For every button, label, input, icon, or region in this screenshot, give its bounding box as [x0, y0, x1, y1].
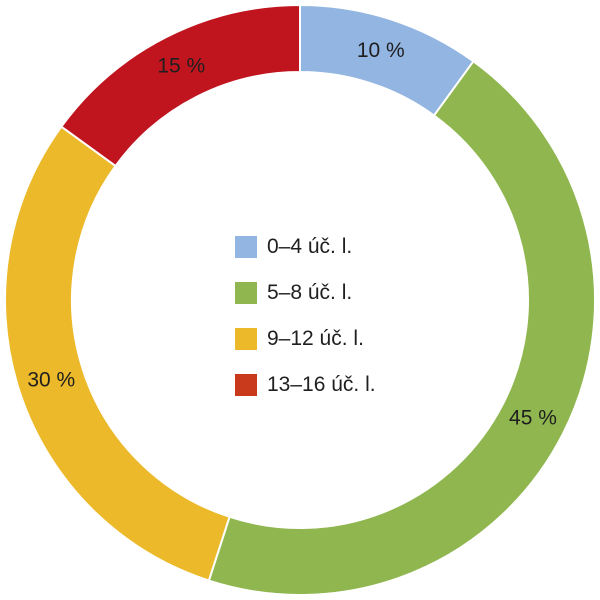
legend-label-0: 0–4 úč. l.: [267, 235, 353, 258]
legend-label-3: 13–16 úč. l.: [267, 373, 376, 396]
legend-item-1: 5–8 úč. l.: [235, 270, 376, 316]
legend-swatch-3: [235, 374, 257, 396]
legend-item-0: 0–4 úč. l.: [235, 224, 376, 270]
slice-label-0: 10 %: [357, 39, 405, 62]
donut-slice-3: [59, 3, 301, 168]
legend-swatch-2: [235, 328, 257, 350]
donut-slice-2: [3, 125, 231, 582]
slice-label-2: 30 %: [27, 368, 75, 391]
slice-label-3: 15 %: [157, 55, 205, 78]
legend-item-3: 13–16 úč. l.: [235, 362, 376, 408]
slice-label-1: 45 %: [509, 406, 557, 429]
legend-label-2: 9–12 úč. l.: [267, 327, 364, 350]
donut-slice-1: [207, 59, 596, 596]
slice-labels-group: 10 % 45 % 30 % 15 %: [27, 39, 557, 429]
legend-item-2: 9–12 úč. l.: [235, 316, 376, 362]
legend-swatch-0: [235, 236, 257, 258]
legend: 0–4 úč. l. 5–8 úč. l. 9–12 úč. l. 13–16 …: [235, 224, 376, 408]
slices-group: [3, 3, 596, 596]
legend-swatch-1: [235, 282, 257, 304]
legend-label-1: 5–8 úč. l.: [267, 281, 353, 304]
